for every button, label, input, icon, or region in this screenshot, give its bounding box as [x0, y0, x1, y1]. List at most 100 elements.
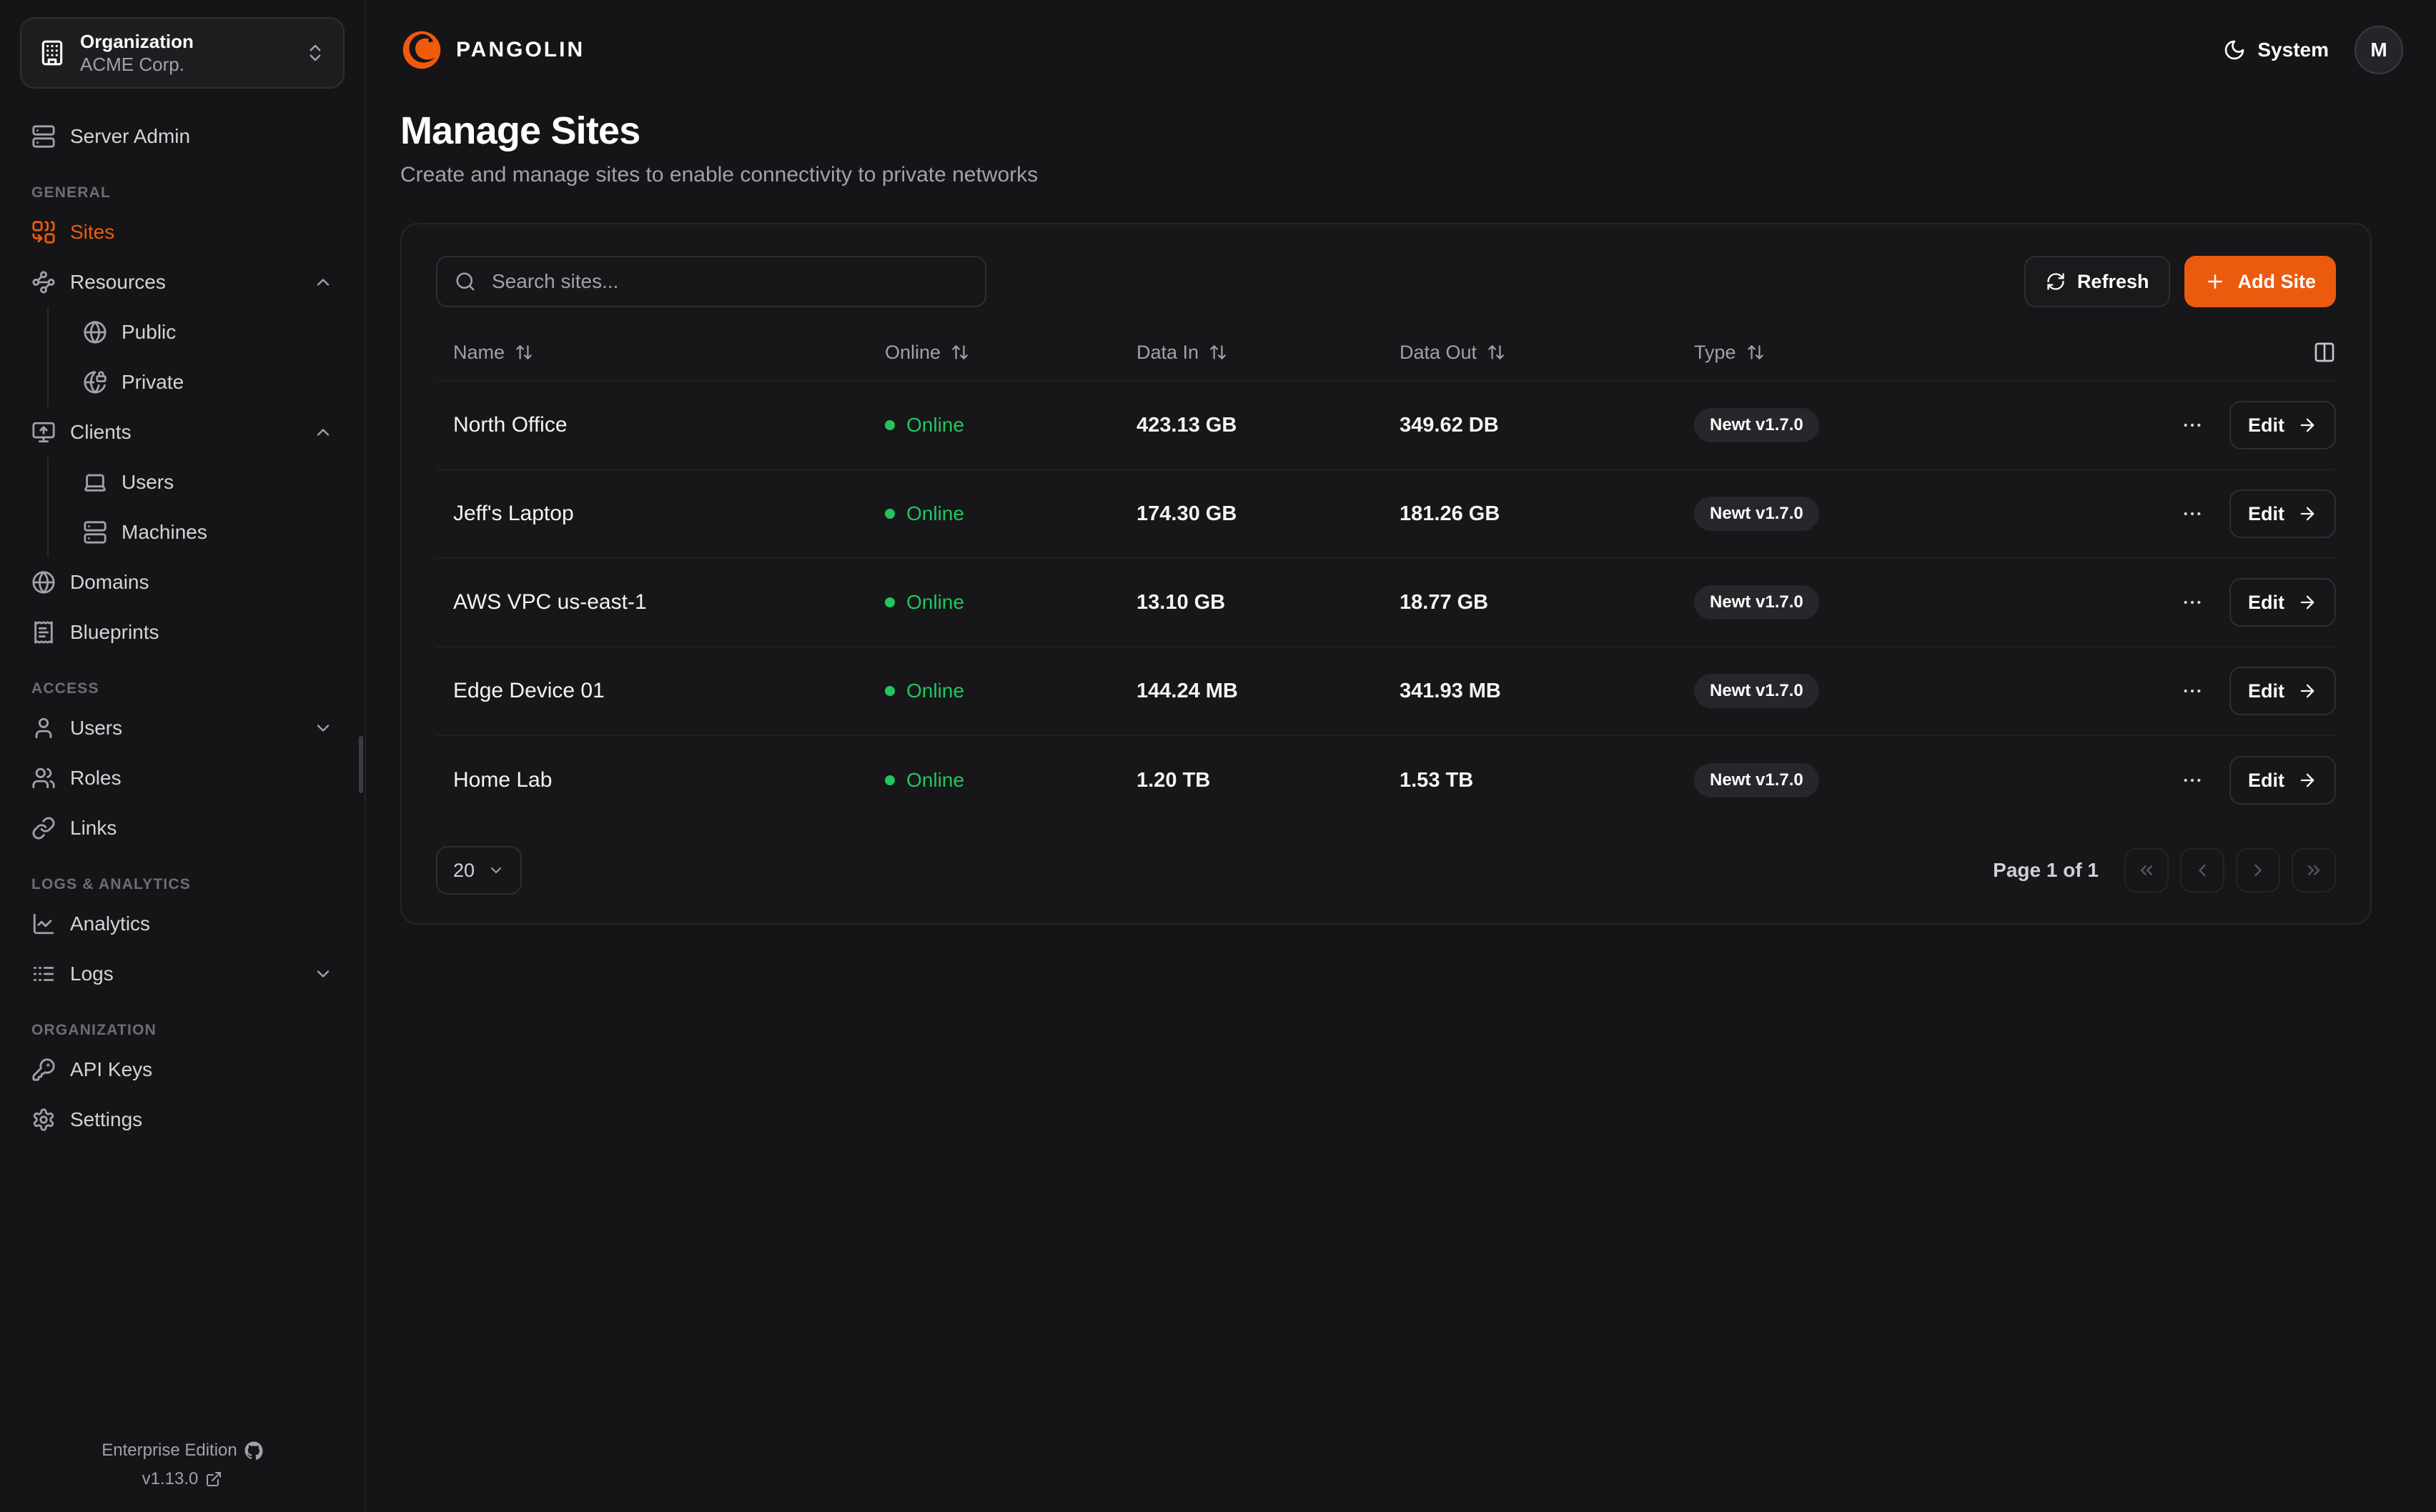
online-label: Online	[906, 680, 964, 702]
edit-button[interactable]: Edit	[2229, 401, 2336, 449]
edit-button[interactable]: Edit	[2229, 578, 2336, 627]
sidebar-item-users[interactable]: Users	[20, 703, 345, 753]
sidebar-item-api-keys[interactable]: API Keys	[20, 1045, 345, 1095]
sidebar-item-clients[interactable]: Clients	[20, 407, 345, 457]
refresh-button[interactable]: Refresh	[2024, 256, 2171, 307]
edit-button[interactable]: Edit	[2229, 756, 2336, 805]
monitor-up-icon	[31, 420, 56, 444]
chevron-right-icon	[2248, 860, 2268, 880]
sidebar-item-private[interactable]: Private	[49, 357, 345, 407]
online-label: Online	[906, 502, 964, 524]
online-label: Online	[906, 591, 964, 613]
sidebar-item-blueprints[interactable]: Blueprints	[20, 607, 345, 657]
site-name: Edge Device 01	[453, 679, 605, 702]
last-page-button[interactable]	[2292, 848, 2336, 892]
refresh-label: Refresh	[2076, 270, 2149, 292]
table-body: North Office Online 423.13 GB 349.62 DB …	[436, 382, 2336, 825]
ellipsis-icon	[2181, 591, 2204, 614]
column-header-online[interactable]: Online	[885, 342, 1137, 364]
sidebar-item-sites[interactable]: Sites	[20, 207, 345, 257]
row-menu-button[interactable]	[2175, 763, 2209, 797]
edit-button[interactable]: Edit	[2229, 667, 2336, 715]
sidebar-scrollbar-thumb[interactable]	[359, 736, 363, 793]
plus-icon	[2204, 271, 2226, 292]
external-link-icon	[205, 1471, 222, 1488]
link-icon	[31, 816, 56, 840]
row-menu-button[interactable]	[2175, 497, 2209, 531]
add-site-button[interactable]: Add Site	[2184, 256, 2336, 307]
site-online-status: Online	[885, 591, 1137, 614]
sidebar-item-machines[interactable]: Machines	[49, 507, 345, 557]
prev-page-button[interactable]	[2180, 848, 2224, 892]
page-info: Page 1 of 1	[1993, 859, 2099, 881]
sidebar-item-logs[interactable]: Logs	[20, 949, 345, 999]
org-selector[interactable]: Organization ACME Corp.	[20, 17, 345, 89]
row-actions: Edit	[2175, 667, 2336, 715]
user-avatar[interactable]: M	[2355, 26, 2403, 74]
column-header-type[interactable]: Type	[1694, 342, 2017, 364]
sidebar-item-analytics[interactable]: Analytics	[20, 899, 345, 949]
site-online-status: Online	[885, 414, 1137, 437]
site-type-cell: Newt v1.7.0	[1694, 763, 2017, 797]
sidebar-item-domains[interactable]: Domains	[20, 557, 345, 607]
column-header-name[interactable]: Name	[436, 342, 885, 364]
sidebar-item-links[interactable]: Links	[20, 803, 345, 853]
page-size-select[interactable]: 20	[436, 846, 523, 895]
site-data-out: 181.26 GB	[1400, 502, 1500, 525]
row-actions: Edit	[2175, 401, 2336, 449]
server-icon	[31, 124, 56, 149]
theme-toggle[interactable]: System	[2223, 39, 2329, 61]
sidebar-item-label: Machines	[122, 521, 207, 543]
column-header-data-out[interactable]: Data Out	[1400, 342, 1694, 364]
sidebar-item-label: Resources	[70, 271, 166, 293]
sidebar-item-resources[interactable]: Resources	[20, 257, 345, 307]
edit-label: Edit	[2248, 591, 2284, 613]
site-data-out: 1.53 TB	[1400, 768, 1474, 792]
row-menu-button[interactable]	[2175, 585, 2209, 620]
site-online-status: Online	[885, 680, 1137, 702]
sidebar-item-label: Roles	[70, 767, 122, 789]
row-menu-button[interactable]	[2175, 408, 2209, 442]
section-label-general: GENERAL	[31, 184, 112, 201]
brand-logo[interactable]: PANGOLIN	[400, 29, 585, 71]
sites-toolbar: Refresh Add Site	[436, 256, 2336, 307]
column-label: Data Out	[1400, 341, 1477, 363]
sidebar-item-public[interactable]: Public	[49, 307, 345, 357]
receipt-icon	[31, 620, 56, 645]
site-type-badge: Newt v1.7.0	[1694, 763, 1819, 797]
sidebar-item-settings[interactable]: Settings	[20, 1095, 345, 1145]
org-selector-value: ACME Corp.	[80, 54, 184, 75]
first-page-button[interactable]	[2124, 848, 2169, 892]
ellipsis-icon	[2181, 414, 2204, 437]
building-icon	[39, 39, 66, 66]
sidebar-item-roles[interactable]: Roles	[20, 753, 345, 803]
user-icon	[31, 716, 56, 740]
combine-icon	[31, 220, 56, 244]
row-menu-button[interactable]	[2175, 674, 2209, 708]
version-label: v1.13.0	[142, 1469, 199, 1488]
sidebar-item-client-users[interactable]: Users	[49, 457, 345, 507]
edit-button[interactable]: Edit	[2229, 489, 2336, 538]
arrow-right-icon	[2297, 681, 2317, 701]
next-page-button[interactable]	[2236, 848, 2280, 892]
sidebar-item-server-admin[interactable]: Server Admin	[20, 111, 345, 161]
column-header-data-in[interactable]: Data In	[1137, 342, 1400, 364]
search-input[interactable]	[489, 269, 968, 294]
edit-label: Edit	[2248, 769, 2284, 791]
edition-link[interactable]: Enterprise Edition	[20, 1441, 345, 1461]
site-name: AWS VPC us-east-1	[453, 590, 647, 614]
columns-toggle-button[interactable]	[2313, 341, 2336, 364]
arrow-right-icon	[2297, 770, 2317, 790]
site-online-status: Online	[885, 502, 1137, 525]
org-selector-label: Organization	[80, 30, 194, 52]
search-box[interactable]	[436, 256, 986, 307]
pangolin-logo-icon	[400, 29, 443, 71]
version-link[interactable]: v1.13.0	[20, 1469, 345, 1489]
sidebar-item-label: Public	[122, 321, 177, 343]
arrow-right-icon	[2297, 415, 2317, 435]
sidebar-item-label: Analytics	[70, 912, 151, 935]
section-label-organization: ORGANIZATION	[31, 1022, 157, 1038]
key-icon	[31, 1058, 56, 1082]
chevron-down-icon	[313, 964, 333, 984]
